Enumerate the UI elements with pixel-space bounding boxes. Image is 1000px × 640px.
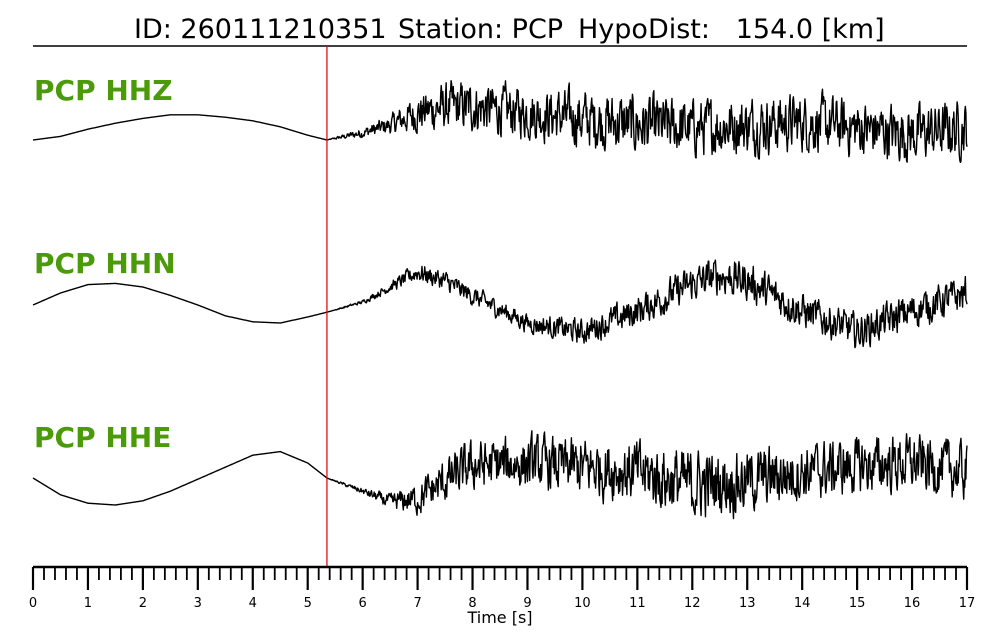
x-tick-label: 13 (739, 596, 756, 611)
time-axis: 0 1 2 3 4 5 6 7 8 9 10 11 12 13 14 15 16 17 (29, 565, 976, 611)
x-tick-label: 4 (249, 596, 257, 611)
trace-pcp-hhe (32, 430, 968, 520)
event-id-title: ID: 260111210351 (134, 14, 387, 45)
channel-labels: PCP HHZ PCP HHN PCP HHE (34, 74, 176, 454)
channel-label-pcp-hhz: PCP HHZ (34, 74, 173, 107)
channel-label-pcp-hhn: PCP HHN (34, 247, 176, 280)
x-tick-label: 2 (139, 596, 147, 611)
x-tick-label: 8 (468, 596, 476, 611)
x-tick-label: 7 (413, 596, 421, 611)
x-axis-label: Time [s] (466, 608, 532, 627)
x-tick-label: 16 (904, 596, 921, 611)
hypodist-title: HypoDist: 154.0 [km] (578, 14, 885, 45)
x-tick-label: 10 (574, 596, 591, 611)
x-tick-label: 14 (794, 596, 811, 611)
x-tick-label: 0 (29, 596, 37, 611)
x-tick-label: 6 (359, 596, 367, 611)
trace-pcp-hhz (32, 80, 968, 163)
x-tick-label: 15 (849, 596, 866, 611)
x-tick-label: 1 (84, 596, 92, 611)
trace-pcp-hhn (32, 259, 968, 349)
channel-label-pcp-hhe: PCP HHE (34, 421, 171, 454)
station-title: Station: PCP (398, 14, 563, 45)
x-tick-label: 11 (629, 596, 646, 611)
waveform-traces (32, 80, 968, 520)
x-tick-label: 5 (304, 596, 312, 611)
x-tick-label: 12 (684, 596, 701, 611)
x-tick-label: 3 (194, 596, 202, 611)
x-tick-label: 17 (959, 596, 976, 611)
x-tick-label: 9 (523, 596, 531, 611)
